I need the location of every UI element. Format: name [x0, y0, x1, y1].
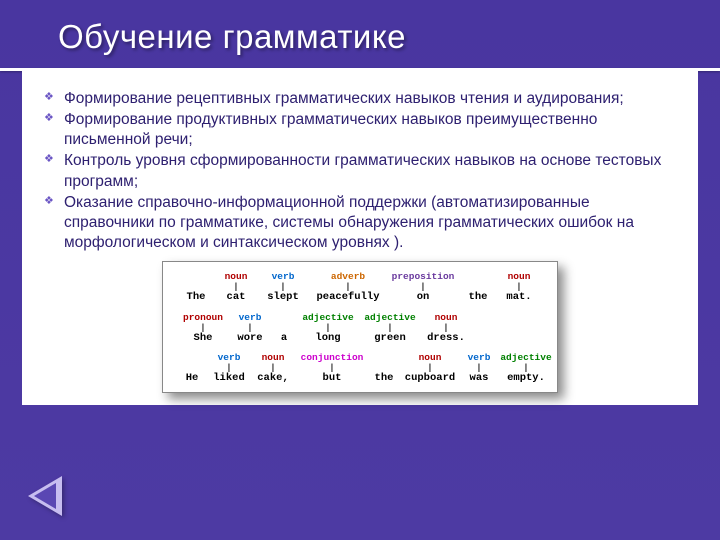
pos-label [459, 272, 497, 283]
word-text: cat [215, 292, 257, 303]
pos-label: noun [421, 313, 471, 324]
word-text: but [295, 373, 369, 384]
grammar-diagram: Thenoun|catverb|sleptadverb|peacefullypr… [162, 261, 558, 393]
pos-label: adjective [359, 313, 421, 324]
word-cell: verb|was [461, 353, 497, 384]
word-text: The [177, 292, 215, 303]
word-text: He [177, 373, 207, 384]
pos-label: pronoun [177, 313, 229, 324]
word-cell: the [369, 353, 399, 384]
pos-label [177, 272, 215, 283]
slide-title: Обучение грамматике [58, 18, 680, 56]
word-cell: adjective|long [297, 313, 359, 344]
list-item: Оказание справочно-информационной поддер… [42, 193, 678, 253]
pos-label [271, 313, 297, 324]
word-cell: noun|cupboard [399, 353, 461, 384]
sentence-row: pronoun|Sheverb|woreaadjective|longadjec… [177, 313, 543, 344]
bullet-list: Формирование рецептивных грамматических … [42, 89, 678, 253]
word-cell: noun|cat [215, 272, 257, 303]
word-cell: noun|mat. [497, 272, 541, 303]
pos-label [369, 353, 399, 364]
word-text: green [359, 333, 421, 344]
sentence-row: Heverb|likednoun|cake,conjunction|butthe… [177, 353, 543, 384]
word-text: empty. [497, 373, 555, 384]
word-text: on [387, 292, 459, 303]
word-cell: noun|dress. [421, 313, 471, 344]
pos-label: adjective [297, 313, 359, 324]
word-text: She [177, 333, 229, 344]
word-cell: He [177, 353, 207, 384]
prev-slide-button[interactable] [28, 476, 62, 516]
word-text: wore [229, 333, 271, 344]
word-cell: a [271, 313, 297, 344]
content-panel: Формирование рецептивных грамматических … [22, 71, 698, 405]
pos-label [177, 353, 207, 364]
word-text: cake, [251, 373, 295, 384]
list-item: Формирование рецептивных грамматических … [42, 89, 678, 109]
word-cell: the [459, 272, 497, 303]
word-text: liked [207, 373, 251, 384]
word-cell: preposition|on [387, 272, 459, 303]
word-cell: noun|cake, [251, 353, 295, 384]
word-text: the [459, 292, 497, 303]
chevron-left-icon [34, 483, 56, 509]
word-cell: adjective|empty. [497, 353, 555, 384]
word-cell: The [177, 272, 215, 303]
word-cell: adjective|green [359, 313, 421, 344]
list-item: Контроль уровня сформированности граммат… [42, 151, 678, 191]
word-text: mat. [497, 292, 541, 303]
word-text: cupboard [399, 373, 461, 384]
word-cell: verb|slept [257, 272, 309, 303]
sentence-row: Thenoun|catverb|sleptadverb|peacefullypr… [177, 272, 543, 303]
word-text: slept [257, 292, 309, 303]
word-text: long [297, 333, 359, 344]
list-item: Формирование продуктивных грамматических… [42, 110, 678, 150]
word-text: the [369, 373, 399, 384]
title-area: Обучение грамматике [0, 0, 720, 66]
pos-label: verb [229, 313, 271, 324]
word-cell: pronoun|She [177, 313, 229, 344]
word-text: dress. [421, 333, 471, 344]
word-text: peacefully [309, 292, 387, 303]
word-cell: verb|liked [207, 353, 251, 384]
word-cell: conjunction|but [295, 353, 369, 384]
word-cell: verb|wore [229, 313, 271, 344]
word-text: a [271, 333, 297, 344]
word-cell: adverb|peacefully [309, 272, 387, 303]
word-text: was [461, 373, 497, 384]
